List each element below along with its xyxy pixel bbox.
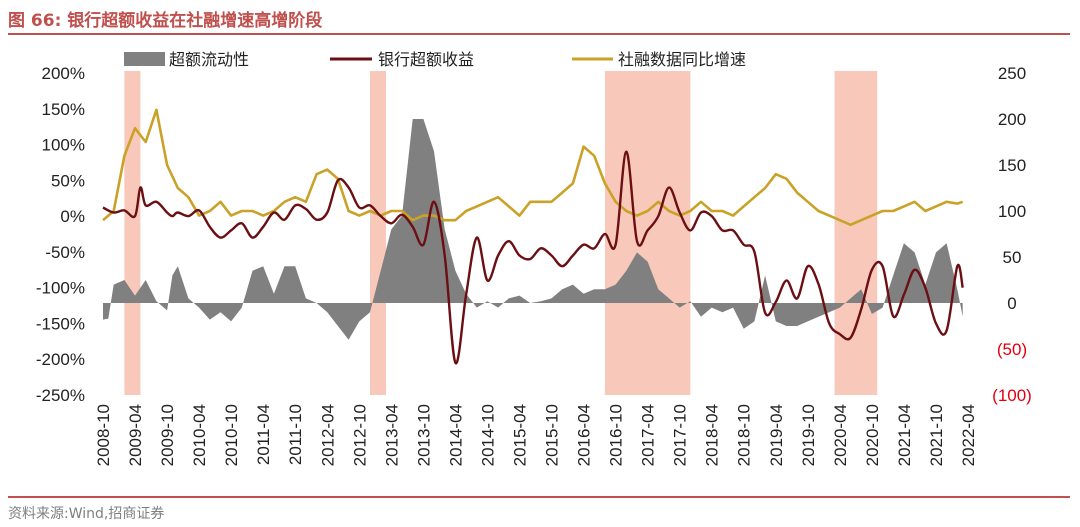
- x-tick-label: 2012-04: [318, 404, 337, 466]
- x-tick-label: 2015-04: [511, 404, 530, 466]
- shaded-period-2: [369, 71, 386, 395]
- left-tick-label: -250%: [36, 386, 85, 405]
- right-tick-label: 200: [998, 110, 1026, 129]
- x-tick-label: 2009-04: [126, 404, 145, 466]
- chart-legend: 超额流动性 银行超额收益 社融数据同比增速: [124, 50, 746, 69]
- x-tick-label: 2011-10: [286, 404, 305, 465]
- series-bank-excess-return-line: [102, 150, 964, 365]
- left-tick-label: -200%: [36, 350, 85, 369]
- right-tick-label: 150: [998, 156, 1026, 175]
- series-lines: [102, 108, 964, 365]
- x-tick-label: 2014-04: [446, 404, 465, 466]
- right-axis: 250 200 150 100 50 0 (50) (100): [992, 64, 1032, 405]
- left-tick-label: -150%: [36, 314, 85, 333]
- right-tick-label: (50): [997, 340, 1027, 359]
- legend-label-bank-excess-return: 银行超额收益: [378, 50, 474, 69]
- left-tick-label: -100%: [36, 279, 85, 298]
- left-tick-label: 100%: [42, 136, 85, 155]
- legend-swatch-excess-liquidity: [124, 52, 165, 66]
- x-tick-label: 2021-10: [927, 404, 946, 466]
- x-tick-label: 2009-10: [158, 404, 177, 466]
- x-tick-label: 2017-04: [639, 404, 658, 466]
- footer-divider: [8, 496, 1070, 498]
- shaded-period-1: [124, 71, 141, 395]
- x-tick-label: 2022-04: [959, 404, 978, 466]
- left-tick-label: 50%: [51, 171, 85, 190]
- shaded-period-4: [834, 71, 878, 395]
- right-tick-label: 0: [1007, 294, 1016, 313]
- left-tick-label: -50%: [45, 243, 85, 262]
- right-tick-label: 50: [1003, 248, 1022, 267]
- right-tick-label: 250: [998, 64, 1026, 83]
- right-tick-label: (100): [992, 386, 1032, 405]
- x-tick-label: 2008-10: [94, 404, 113, 466]
- x-tick-label: 2019-10: [799, 404, 818, 466]
- x-tick-label: 2011-04: [254, 404, 273, 465]
- x-tick-label: 2016-04: [575, 404, 594, 466]
- shaded-periods: [124, 71, 878, 395]
- x-tick-label: 2013-10: [414, 404, 433, 466]
- title-divider: [8, 33, 1070, 35]
- x-tick-label: 2021-04: [895, 404, 914, 466]
- x-tick-label: 2013-04: [382, 404, 401, 466]
- chart-title: 图 66: 银行超额收益在社融增速高增阶段: [8, 11, 323, 31]
- legend-label-tsf-growth: 社融数据同比增速: [618, 50, 746, 69]
- left-tick-label: 0%: [60, 207, 85, 226]
- x-axis: 2008-10 2009-04 2009-10 2010-04 2010-10 2011-…: [94, 404, 978, 466]
- x-tick-label: 2010-04: [190, 404, 209, 466]
- x-tick-label: 2020-04: [831, 404, 850, 466]
- x-tick-label: 2018-10: [735, 404, 754, 466]
- x-tick-label: 2012-10: [350, 404, 369, 466]
- x-tick-label: 2020-10: [863, 404, 882, 466]
- shaded-period-3: [604, 71, 691, 395]
- x-tick-label: 2010-10: [222, 404, 241, 466]
- x-tick-label: 2015-10: [543, 404, 562, 466]
- x-tick-label: 2019-04: [767, 404, 786, 466]
- series-tsf-growth-line: [102, 108, 964, 227]
- left-tick-label: 200%: [42, 64, 85, 83]
- x-tick-label: 2014-10: [478, 404, 497, 466]
- legend-label-excess-liquidity: 超额流动性: [169, 50, 249, 69]
- source-note: 资料来源:Wind,招商证券: [8, 506, 165, 522]
- left-axis: 200% 150% 100% 50% 0% -50% -100% -150% -200% -250…: [36, 64, 85, 405]
- x-tick-label: 2017-10: [671, 404, 690, 466]
- x-tick-label: 2018-04: [703, 404, 722, 466]
- left-tick-label: 150%: [42, 100, 85, 119]
- right-tick-label: 100: [998, 202, 1026, 221]
- x-tick-label: 2016-10: [607, 404, 626, 466]
